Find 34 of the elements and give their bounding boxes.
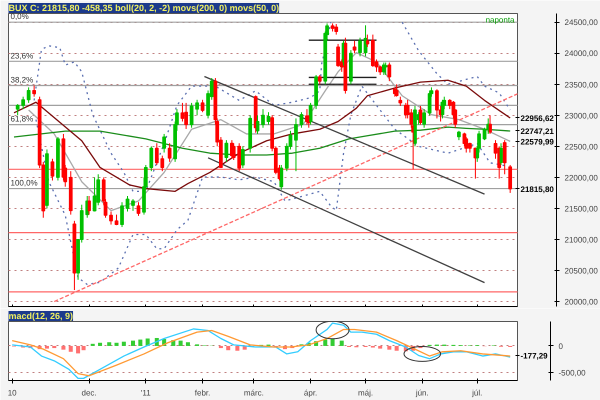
x-tick-label: 10 bbox=[8, 388, 18, 398]
y-tick-label: 24500,00 bbox=[564, 18, 598, 28]
y-tick-label: 0 bbox=[558, 342, 564, 351]
annotation: -177,29 bbox=[520, 351, 548, 360]
y-tick-label: 20500,00 bbox=[564, 266, 598, 276]
x-tick-label: jún. bbox=[414, 388, 429, 398]
x-tick-label: máj. bbox=[358, 388, 374, 398]
x-tick-label: márc. bbox=[244, 388, 264, 398]
annotation: 21815,80 bbox=[520, 184, 554, 194]
x-tick-label: júl. bbox=[471, 388, 482, 398]
annotation: 38,2% bbox=[10, 76, 34, 85]
chart-title: BUX C: 21815,80 -458,35 boll(20, 2, -2) movs(200, 0) movs(50, 0) bbox=[8, 3, 280, 13]
annotation: 0,0% bbox=[10, 12, 29, 22]
y-tick-label: 24000,00 bbox=[564, 49, 598, 58]
annotation: 23,6% bbox=[10, 51, 34, 60]
y-tick-label: 23500,00 bbox=[564, 80, 598, 90]
annotation: 100,0% bbox=[10, 178, 38, 188]
annotation: 61,8% bbox=[10, 114, 34, 124]
y-tick-label: -500,00 bbox=[558, 368, 586, 378]
x-tick-label: dec. bbox=[82, 388, 97, 398]
annotation: 22956,62 bbox=[520, 114, 554, 123]
chart-title: macd(12, 26, 9) bbox=[8, 311, 74, 321]
y-tick-label: 22500,00 bbox=[564, 142, 598, 152]
y-tick-label: 22000,00 bbox=[564, 173, 598, 182]
annotation: 22747,21 bbox=[520, 126, 554, 136]
y-tick-label: 21500,00 bbox=[564, 204, 598, 214]
x-tick-label: ápr. bbox=[304, 388, 318, 398]
annotation: naponta bbox=[486, 16, 516, 24]
y-tick-label: 20000,00 bbox=[564, 298, 598, 307]
x-tick-label: febr. bbox=[194, 388, 210, 398]
y-tick-label: 21000,00 bbox=[564, 235, 598, 244]
x-tick-label: '11 bbox=[140, 388, 152, 398]
y-tick-label: 23000,00 bbox=[564, 111, 598, 120]
annotation: 22579,99 bbox=[520, 137, 554, 146]
